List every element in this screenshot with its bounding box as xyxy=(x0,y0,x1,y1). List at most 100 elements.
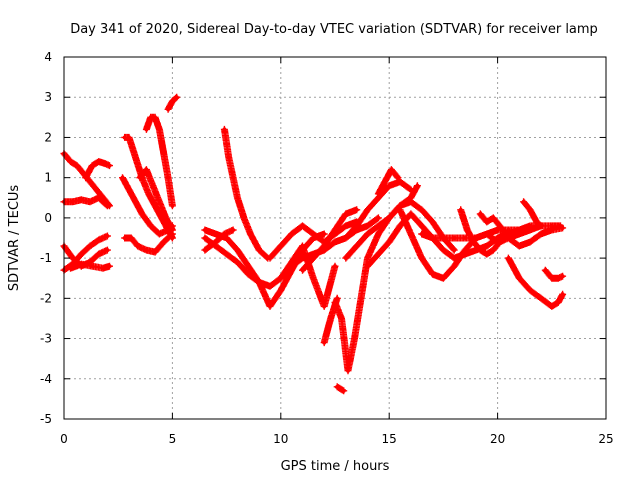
data-point xyxy=(213,240,218,245)
chart-title: Day 341 of 2020, Sidereal Day-to-day VTE… xyxy=(70,22,598,37)
data-point xyxy=(88,244,93,249)
data-point xyxy=(170,231,175,236)
y-tick-label: -2 xyxy=(40,291,52,305)
data-point xyxy=(395,175,400,180)
y-tick-label: 2 xyxy=(44,130,52,144)
data-point xyxy=(452,264,457,269)
data-point xyxy=(226,155,231,160)
data-point xyxy=(166,175,171,180)
data-point xyxy=(408,187,413,192)
data-point xyxy=(170,227,175,232)
data-point xyxy=(335,384,340,389)
data-point xyxy=(549,276,554,281)
data-point xyxy=(528,227,533,232)
data-point xyxy=(408,195,413,200)
data-point xyxy=(83,175,88,180)
data-point xyxy=(96,252,101,257)
data-point xyxy=(322,244,327,249)
data-point xyxy=(365,256,370,261)
data-point xyxy=(289,231,294,236)
series-s9 xyxy=(121,230,176,256)
data-point xyxy=(224,252,229,257)
data-point xyxy=(231,175,236,180)
data-point xyxy=(376,252,381,257)
data-point xyxy=(430,236,435,240)
y-tick-label: -4 xyxy=(40,372,52,386)
data-point xyxy=(235,248,240,253)
data-point xyxy=(311,256,316,261)
x-tick-label: 15 xyxy=(382,432,397,446)
series-markers xyxy=(333,383,348,395)
series-s5 xyxy=(67,260,113,272)
data-point xyxy=(556,300,561,305)
data-point xyxy=(387,240,392,245)
data-point xyxy=(517,231,522,236)
data-point xyxy=(68,266,73,271)
plot-frame xyxy=(63,56,607,420)
data-point xyxy=(241,215,246,220)
x-tick-label: 5 xyxy=(169,432,177,446)
data-point xyxy=(140,211,145,216)
data-point xyxy=(79,252,84,257)
data-point xyxy=(257,280,262,285)
data-point xyxy=(127,135,132,140)
data-point xyxy=(441,248,446,253)
y-tick-label: 4 xyxy=(44,50,52,64)
data-point xyxy=(333,227,337,232)
data-point xyxy=(96,238,101,243)
data-point xyxy=(224,236,229,240)
data-point xyxy=(157,127,162,132)
data-point xyxy=(484,219,489,224)
data-point xyxy=(506,227,511,232)
data-point xyxy=(222,127,227,132)
series-s30 xyxy=(476,210,567,250)
data-point xyxy=(398,203,403,208)
series-s11 xyxy=(136,166,176,234)
series-s22 xyxy=(320,294,341,347)
data-point xyxy=(174,95,179,100)
data-point xyxy=(419,231,424,236)
data-point xyxy=(202,227,207,232)
series-s19 xyxy=(299,206,361,274)
series-s21 xyxy=(333,383,348,395)
data-point xyxy=(458,207,463,212)
data-point xyxy=(376,215,381,220)
data-point xyxy=(465,227,470,232)
data-point xyxy=(96,195,101,200)
data-point xyxy=(300,244,305,249)
data-point xyxy=(354,223,359,228)
data-point xyxy=(122,135,127,140)
data-point xyxy=(231,227,236,232)
data-point xyxy=(387,215,392,220)
data-point xyxy=(129,236,134,240)
series-s23 xyxy=(342,198,458,262)
data-point xyxy=(352,336,357,341)
data-point xyxy=(549,227,554,232)
series-s6 xyxy=(82,158,113,182)
data-point xyxy=(398,207,403,212)
y-tick-label: -1 xyxy=(40,251,52,265)
data-point xyxy=(68,159,73,164)
data-point xyxy=(491,215,496,220)
data-point xyxy=(328,316,333,321)
data-point xyxy=(133,199,138,204)
y-tick-label: 1 xyxy=(44,171,52,185)
data-point xyxy=(365,231,370,236)
data-point xyxy=(419,207,424,212)
data-point xyxy=(127,187,132,192)
data-point xyxy=(70,199,75,204)
data-point xyxy=(398,179,403,184)
data-point xyxy=(543,268,548,273)
series-s24 xyxy=(342,178,415,242)
data-point xyxy=(79,197,84,202)
y-tick-label: 0 xyxy=(44,211,52,225)
series-s8 xyxy=(142,113,176,210)
data-point xyxy=(441,236,446,240)
data-point xyxy=(107,163,112,168)
series-s7 xyxy=(121,133,176,242)
data-point xyxy=(278,276,283,281)
data-point xyxy=(365,207,370,212)
data-point xyxy=(528,207,533,212)
data-point xyxy=(202,248,207,253)
